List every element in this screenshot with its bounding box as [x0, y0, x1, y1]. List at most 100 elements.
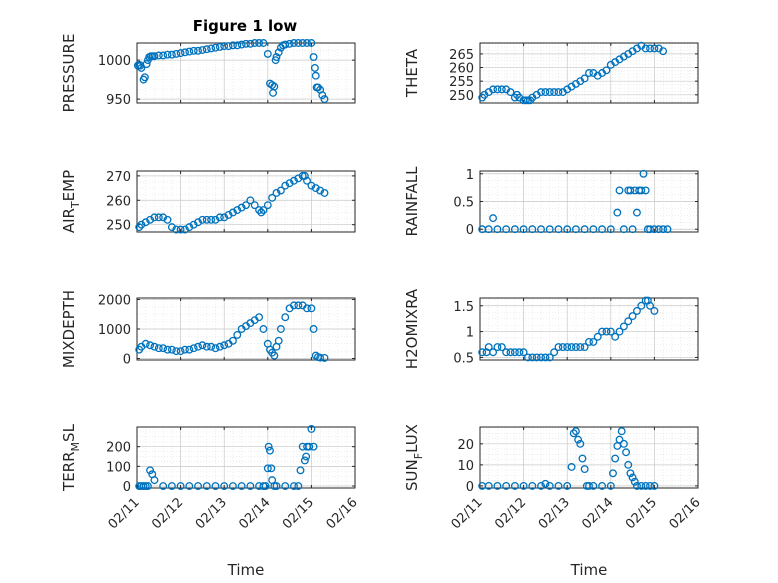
data-point — [264, 442, 273, 451]
data-point — [619, 439, 628, 448]
data-point — [215, 42, 224, 51]
data-point — [207, 342, 216, 351]
data-point — [281, 181, 290, 190]
data-point — [609, 469, 617, 478]
data-point — [259, 206, 268, 214]
x-tick-label: 02/11 — [449, 495, 486, 532]
data-point — [550, 88, 559, 97]
data-point — [224, 210, 233, 219]
data-point — [246, 39, 255, 48]
data-point — [589, 481, 598, 490]
data-point — [154, 51, 163, 60]
x-tick-label: 02/12 — [492, 495, 529, 532]
data-point — [598, 327, 607, 336]
data-point — [146, 341, 155, 350]
data-point — [298, 39, 307, 47]
data-point — [320, 95, 329, 104]
data-point — [159, 51, 168, 60]
data-point — [281, 313, 290, 322]
data-point — [294, 39, 303, 47]
data-point — [300, 171, 309, 180]
data-point — [202, 215, 211, 224]
data-point — [537, 353, 545, 362]
data-point — [259, 39, 268, 47]
data-point — [615, 186, 624, 195]
data-point — [309, 325, 318, 333]
data-point — [181, 48, 189, 57]
y-axis-label: SUNFLUX — [403, 424, 425, 491]
data-point — [176, 482, 185, 490]
data-point — [558, 343, 567, 352]
data-point — [497, 85, 506, 94]
data-point — [646, 44, 654, 53]
y-tick-label: 1000 — [98, 54, 131, 69]
data-point — [519, 481, 528, 490]
data-point — [268, 193, 277, 202]
subplot-airtemp: 250 260 270 AIRTEMP — [60, 170, 356, 234]
data-point — [141, 482, 150, 490]
data-point — [290, 176, 298, 185]
data-point — [137, 63, 146, 72]
data-point — [198, 46, 207, 54]
data-point — [489, 214, 498, 223]
data-point — [580, 74, 589, 83]
data-point — [146, 215, 155, 224]
data-point — [150, 52, 159, 61]
data-point — [290, 39, 298, 47]
data-point — [307, 304, 316, 313]
data-point — [622, 448, 631, 457]
data-point — [246, 482, 255, 490]
x-axis-label: Time — [570, 561, 608, 579]
data-point — [141, 218, 150, 227]
data-point — [519, 348, 528, 357]
axes-box — [479, 42, 699, 104]
y-tick-label: 10 — [457, 459, 474, 474]
data-point — [619, 322, 628, 331]
data-point — [176, 49, 185, 58]
x-tick-label: 02/11 — [106, 495, 143, 532]
data-point — [272, 482, 281, 490]
data-point — [628, 312, 637, 321]
data-point — [641, 186, 650, 195]
data-point — [207, 215, 216, 224]
data-point — [198, 215, 207, 224]
data-point — [276, 325, 285, 333]
y-tick-label: 260 — [449, 62, 474, 77]
data-point — [215, 213, 224, 222]
data-point — [272, 189, 281, 197]
data-point — [261, 482, 270, 490]
data-point — [290, 301, 298, 310]
data-point — [528, 481, 537, 490]
data-point — [493, 481, 502, 490]
data-point — [571, 343, 580, 352]
data-point — [255, 313, 264, 322]
data-point — [578, 454, 587, 463]
data-point — [167, 345, 176, 354]
data-point — [274, 336, 283, 345]
data-point — [176, 225, 185, 234]
data-point — [263, 49, 272, 58]
data-point — [550, 348, 559, 357]
data-point — [585, 69, 593, 77]
data-point — [641, 296, 650, 305]
data-point — [502, 225, 511, 234]
axes-box — [136, 426, 356, 489]
data-point — [172, 49, 181, 58]
data-point — [541, 88, 550, 97]
x-axis-label: Time — [227, 561, 265, 579]
data-point — [606, 327, 615, 336]
data-point — [576, 343, 585, 352]
data-point — [298, 171, 307, 180]
data-point — [545, 225, 554, 234]
y-tick-label: 0 — [123, 353, 131, 368]
data-point — [585, 337, 593, 346]
subplot-rainfall: 0 0.5 1 RAINFALL — [403, 166, 699, 238]
x-tick-label: 02/16 — [667, 495, 704, 532]
data-point — [276, 186, 285, 195]
y-axis-label: H2OMIXRA — [403, 288, 421, 369]
data-point — [228, 336, 237, 345]
data-point — [285, 179, 294, 188]
data-point — [268, 81, 277, 90]
data-point — [271, 56, 280, 65]
data-point — [554, 88, 563, 97]
